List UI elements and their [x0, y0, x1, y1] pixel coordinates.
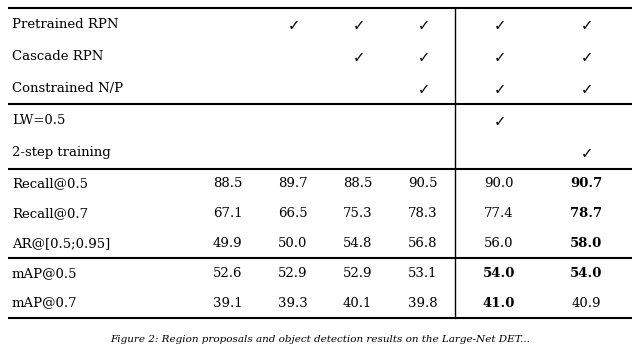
Text: $\checkmark$: $\checkmark$: [417, 49, 428, 64]
Text: 75.3: 75.3: [342, 207, 372, 220]
Text: Recall@0.7: Recall@0.7: [12, 207, 88, 220]
Text: 53.1: 53.1: [408, 267, 437, 280]
Text: 52.6: 52.6: [212, 267, 243, 280]
Text: 39.8: 39.8: [408, 297, 437, 310]
Text: $\checkmark$: $\checkmark$: [287, 17, 298, 32]
Text: 56.8: 56.8: [408, 237, 437, 250]
Text: $\checkmark$: $\checkmark$: [580, 81, 592, 96]
Text: mAP@0.7: mAP@0.7: [12, 297, 77, 310]
Text: $\checkmark$: $\checkmark$: [580, 145, 592, 160]
Text: Pretrained RPN: Pretrained RPN: [12, 17, 118, 31]
Text: 50.0: 50.0: [278, 237, 307, 250]
Text: Constrained N/P: Constrained N/P: [12, 82, 123, 95]
Text: 88.5: 88.5: [213, 177, 242, 190]
Text: 54.8: 54.8: [343, 237, 372, 250]
Text: LW=0.5: LW=0.5: [12, 114, 65, 127]
Text: 78.3: 78.3: [408, 207, 437, 220]
Text: $\checkmark$: $\checkmark$: [493, 49, 504, 64]
Text: 88.5: 88.5: [343, 177, 372, 190]
Text: $\checkmark$: $\checkmark$: [417, 17, 428, 32]
Text: 56.0: 56.0: [484, 237, 513, 250]
Text: 78.7: 78.7: [570, 207, 602, 220]
Text: 40.9: 40.9: [572, 297, 601, 310]
Text: 67.1: 67.1: [212, 207, 243, 220]
Text: 41.0: 41.0: [483, 297, 515, 310]
Text: Figure 2: Region proposals and object detection results on the Large-Net DET...: Figure 2: Region proposals and object de…: [110, 335, 530, 345]
Text: 49.9: 49.9: [212, 237, 243, 250]
Text: 66.5: 66.5: [278, 207, 307, 220]
Text: 58.0: 58.0: [570, 237, 602, 250]
Text: 52.9: 52.9: [343, 267, 372, 280]
Text: $\checkmark$: $\checkmark$: [580, 17, 592, 32]
Text: $\checkmark$: $\checkmark$: [351, 49, 364, 64]
Text: 90.7: 90.7: [570, 177, 602, 190]
Text: 52.9: 52.9: [278, 267, 307, 280]
Text: 39.1: 39.1: [212, 297, 243, 310]
Text: 89.7: 89.7: [278, 177, 307, 190]
Text: 90.5: 90.5: [408, 177, 437, 190]
Text: 54.0: 54.0: [570, 267, 602, 280]
Text: 39.3: 39.3: [278, 297, 307, 310]
Text: $\checkmark$: $\checkmark$: [351, 17, 364, 32]
Text: $\checkmark$: $\checkmark$: [493, 113, 504, 128]
Text: AR@[0.5;0.95]: AR@[0.5;0.95]: [12, 237, 110, 250]
Text: 2-step training: 2-step training: [12, 146, 111, 159]
Text: $\checkmark$: $\checkmark$: [493, 81, 504, 96]
Text: $\checkmark$: $\checkmark$: [580, 49, 592, 64]
Text: 54.0: 54.0: [483, 267, 515, 280]
Text: 90.0: 90.0: [484, 177, 513, 190]
Text: $\checkmark$: $\checkmark$: [493, 17, 504, 32]
Text: 40.1: 40.1: [343, 297, 372, 310]
Text: Recall@0.5: Recall@0.5: [12, 177, 88, 190]
Text: Cascade RPN: Cascade RPN: [12, 50, 104, 63]
Text: mAP@0.5: mAP@0.5: [12, 267, 77, 280]
Text: 77.4: 77.4: [484, 207, 513, 220]
Text: $\checkmark$: $\checkmark$: [417, 81, 428, 96]
